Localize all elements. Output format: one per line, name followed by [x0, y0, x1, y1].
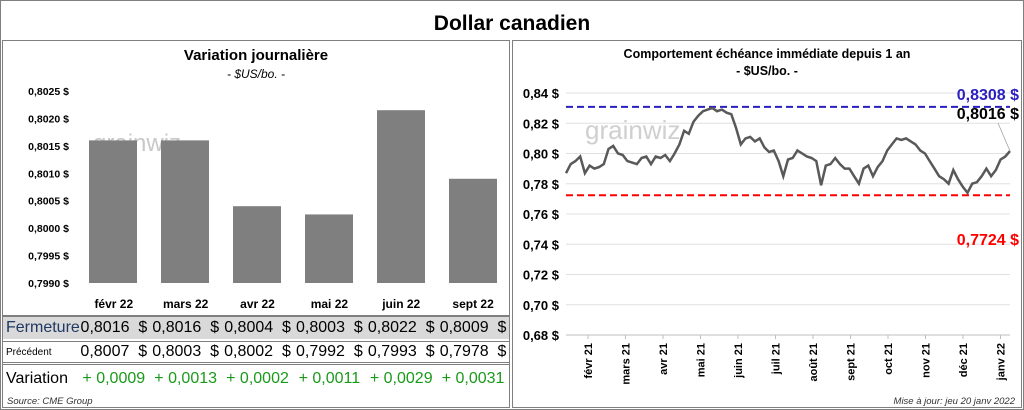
table-row: Variation + 0,0009 + 0,0013 + 0,0002 + 0,001…	[3, 367, 509, 391]
high-label: 0,8308 $	[957, 87, 1019, 104]
y-tick-label: 0,7995 $	[28, 251, 69, 263]
line-chart: 0,68 $ 0,70 $ 0,72 $ 0,74 $ 0,76 $ 0,78 $ 0,80…	[523, 86, 1019, 385]
y-tick-label: 0,84 $	[523, 86, 560, 101]
leader-line	[997, 122, 1011, 152]
y-tick-label: 0,8020 $	[28, 113, 69, 125]
table-row: Précédent 0,8007 $0,8003 $0,8002 $ 0,7992 …	[3, 341, 509, 365]
column-header: mars 22	[162, 297, 209, 311]
table-cell: 0,8007 $	[80, 343, 148, 360]
line-chart-subtitle: - $US/bo. -	[736, 64, 798, 78]
y-tick-label: 0,8015 $	[28, 141, 69, 153]
table-cell: 0,7992 $	[296, 343, 363, 360]
x-tick-label: mars 21	[621, 343, 633, 385]
y-tick-label: 0,74 $	[523, 237, 560, 252]
table-cell: + 0,0013	[154, 370, 218, 387]
x-tick-label: juil 21	[771, 343, 783, 375]
table-cell: + 0,0009	[82, 370, 146, 387]
table-cell: 0,7978 $	[439, 343, 507, 360]
update-note: Mise à jour: jeu 20 janv 2022	[893, 396, 1015, 407]
x-tick-label: mai 21	[696, 343, 708, 377]
y-tick-label: 0,8010 $	[28, 168, 69, 180]
table-cell: + 0,0002	[226, 370, 289, 387]
y-tick-label: 0,70 $	[523, 298, 560, 313]
x-tick-label: nov 21	[921, 343, 933, 378]
bar	[161, 140, 209, 283]
table-cell: 0,8009 $	[439, 319, 507, 336]
table-cell: 0,8002 $	[224, 343, 291, 360]
table-cell: + 0,0029	[369, 370, 433, 387]
y-tick-label: 0,7990 $	[28, 278, 69, 290]
daily-variation-panel: Variation journalière - $US/bo. - 0,7990…	[2, 40, 510, 408]
column-header: sept 22	[452, 297, 494, 311]
y-tick-label: 0,72 $	[523, 268, 560, 283]
bar-chart-title: Variation journalière	[183, 47, 329, 64]
y-tick-label: 0,76 $	[523, 207, 560, 222]
y-tick-label: 0,8005 $	[28, 196, 69, 208]
line-chart-title: Comportement échéance immédiate depuis 1…	[623, 47, 911, 61]
row-label: Précédent	[6, 346, 52, 358]
table-cell: 0,8003 $	[296, 319, 363, 336]
table-cell: 0,7993 $	[367, 343, 435, 360]
column-header: mai 22	[310, 297, 349, 311]
x-tick-label: déc 21	[958, 343, 970, 377]
x-tick-label: août 21	[808, 343, 820, 382]
table-cell: 0,8004 $	[224, 319, 291, 336]
bar-chart: 0,7990 $ 0,7995 $ 0,8000 $ 0,8005 $ 0,8010 $…	[28, 86, 497, 290]
price-line	[564, 106, 1011, 196]
table-cell: + 0,0011	[298, 370, 361, 387]
row-label: Fermeture	[6, 319, 80, 336]
bar	[89, 140, 137, 283]
source-note: Source: CME Group	[7, 396, 93, 407]
y-tick-label: 0,68 $	[523, 328, 560, 343]
bar	[377, 110, 425, 283]
column-header: févr 22	[94, 297, 134, 311]
y-tick-label: 0,8025 $	[28, 86, 69, 98]
bar-chart-subtitle: - $US/bo. -	[226, 67, 286, 81]
table-cell: 0,8016 $	[152, 319, 220, 336]
x-tick-label: févr 21	[583, 343, 595, 378]
table-cell: 0,8016 $	[80, 319, 148, 336]
y-tick-label: 0,8000 $	[28, 223, 69, 235]
bar	[449, 178, 497, 283]
table-cell: + 0,0031	[441, 370, 505, 387]
bar	[305, 214, 353, 283]
last-value-label: 0,8016 $	[957, 106, 1019, 123]
one-year-panel: Comportement échéance immédiate depuis 1…	[512, 40, 1022, 408]
watermark-logo: grainwiz	[585, 115, 680, 145]
x-tick-label: janv 22	[996, 343, 1008, 381]
column-header: juin 22	[382, 297, 421, 311]
x-tick-label: oct 21	[883, 343, 895, 375]
x-tick-label: sept 21	[846, 343, 858, 381]
bar	[233, 206, 281, 283]
x-tick-label: juin 21	[733, 343, 745, 379]
table-header: févr 22 mars 22 avr 22 mai 22 juin 22 sept 22	[3, 292, 509, 316]
y-tick-label: 0,82 $	[523, 116, 560, 131]
table-row: Fermeture 0,8016 $0,8016 $0,8004 $0,8003 …	[3, 315, 509, 339]
row-label: Variation	[6, 370, 68, 387]
y-tick-label: 0,80 $	[523, 147, 560, 162]
table-cell: 0,8022 $	[367, 319, 435, 336]
main-title: Dollar canadien	[433, 12, 591, 35]
x-tick-label: avr 21	[658, 343, 670, 375]
table-cell: 0,8003 $	[152, 343, 220, 360]
y-tick-label: 0,78 $	[523, 177, 560, 192]
low-label: 0,7724 $	[957, 232, 1019, 249]
column-header: avr 22	[240, 297, 275, 311]
